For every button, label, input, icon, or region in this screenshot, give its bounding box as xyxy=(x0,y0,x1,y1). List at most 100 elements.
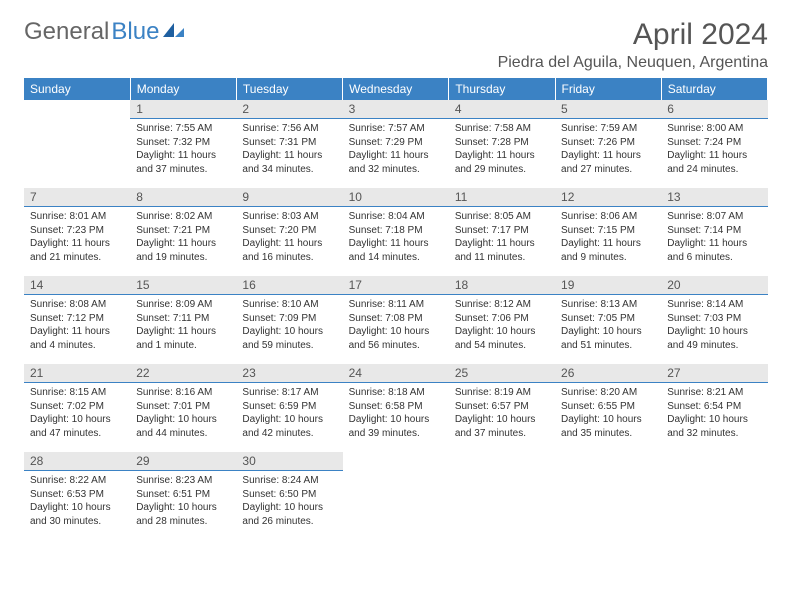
sunset-text: Sunset: 7:24 PM xyxy=(667,136,761,150)
calendar-day-cell: 15Sunrise: 8:09 AMSunset: 7:11 PMDayligh… xyxy=(130,276,236,364)
daylight-text: Daylight: 10 hours and 56 minutes. xyxy=(349,325,443,352)
calendar-day-cell: 3Sunrise: 7:57 AMSunset: 7:29 PMDaylight… xyxy=(343,100,449,188)
sunrise-text: Sunrise: 8:09 AM xyxy=(136,298,230,312)
calendar-day-cell xyxy=(661,452,767,540)
day-content: Sunrise: 7:58 AMSunset: 7:28 PMDaylight:… xyxy=(449,119,555,182)
day-number: 24 xyxy=(343,364,449,383)
daylight-text: Daylight: 10 hours and 35 minutes. xyxy=(561,413,655,440)
day-number: 29 xyxy=(130,452,236,471)
daylight-text: Daylight: 11 hours and 32 minutes. xyxy=(349,149,443,176)
daylight-text: Daylight: 10 hours and 39 minutes. xyxy=(349,413,443,440)
sunrise-text: Sunrise: 8:21 AM xyxy=(667,386,761,400)
daylight-text: Daylight: 11 hours and 21 minutes. xyxy=(30,237,124,264)
daylight-text: Daylight: 10 hours and 37 minutes. xyxy=(455,413,549,440)
daylight-text: Daylight: 10 hours and 49 minutes. xyxy=(667,325,761,352)
day-number: 20 xyxy=(661,276,767,295)
daylight-text: Daylight: 11 hours and 19 minutes. xyxy=(136,237,230,264)
sunset-text: Sunset: 7:32 PM xyxy=(136,136,230,150)
sunrise-text: Sunrise: 7:56 AM xyxy=(242,122,336,136)
sunset-text: Sunset: 7:18 PM xyxy=(349,224,443,238)
sunset-text: Sunset: 7:31 PM xyxy=(242,136,336,150)
day-content: Sunrise: 8:24 AMSunset: 6:50 PMDaylight:… xyxy=(236,471,342,534)
sunrise-text: Sunrise: 7:59 AM xyxy=(561,122,655,136)
day-number: 7 xyxy=(24,188,130,207)
day-content: Sunrise: 8:12 AMSunset: 7:06 PMDaylight:… xyxy=(449,295,555,358)
calendar-week-row: 1Sunrise: 7:55 AMSunset: 7:32 PMDaylight… xyxy=(24,100,768,188)
day-number: 23 xyxy=(236,364,342,383)
day-content: Sunrise: 8:14 AMSunset: 7:03 PMDaylight:… xyxy=(661,295,767,358)
day-content: Sunrise: 8:08 AMSunset: 7:12 PMDaylight:… xyxy=(24,295,130,358)
sunset-text: Sunset: 7:15 PM xyxy=(561,224,655,238)
weekday-header: Wednesday xyxy=(343,78,449,100)
sunrise-text: Sunrise: 7:58 AM xyxy=(455,122,549,136)
sunrise-text: Sunrise: 8:07 AM xyxy=(667,210,761,224)
sunset-text: Sunset: 7:05 PM xyxy=(561,312,655,326)
day-content: Sunrise: 7:56 AMSunset: 7:31 PMDaylight:… xyxy=(236,119,342,182)
calendar-day-cell: 26Sunrise: 8:20 AMSunset: 6:55 PMDayligh… xyxy=(555,364,661,452)
daylight-text: Daylight: 11 hours and 4 minutes. xyxy=(30,325,124,352)
sunset-text: Sunset: 6:53 PM xyxy=(30,488,124,502)
calendar-day-cell: 13 Sunrise: 8:07 AMSunset: 7:14 PMDayligh… xyxy=(661,188,767,276)
daylight-text: Daylight: 11 hours and 6 minutes. xyxy=(667,237,761,264)
sunrise-text: Sunrise: 8:11 AM xyxy=(349,298,443,312)
daylight-text: Daylight: 10 hours and 28 minutes. xyxy=(136,501,230,528)
calendar-day-cell: 5Sunrise: 7:59 AMSunset: 7:26 PMDaylight… xyxy=(555,100,661,188)
day-content: Sunrise: 8:17 AMSunset: 6:59 PMDaylight:… xyxy=(236,383,342,446)
daylight-text: Daylight: 11 hours and 9 minutes. xyxy=(561,237,655,264)
sunrise-text: Sunrise: 8:20 AM xyxy=(561,386,655,400)
day-content: Sunrise: 8:20 AMSunset: 6:55 PMDaylight:… xyxy=(555,383,661,446)
calendar-day-cell: 12Sunrise: 8:06 AMSunset: 7:15 PMDayligh… xyxy=(555,188,661,276)
calendar-day-cell xyxy=(555,452,661,540)
sunset-text: Sunset: 7:14 PM xyxy=(667,224,761,238)
calendar-day-cell: 6Sunrise: 8:00 AMSunset: 7:24 PMDaylight… xyxy=(661,100,767,188)
day-content: Sunrise: 8:10 AMSunset: 7:09 PMDaylight:… xyxy=(236,295,342,358)
daylight-text: Daylight: 11 hours and 37 minutes. xyxy=(136,149,230,176)
calendar-day-cell: 17Sunrise: 8:11 AMSunset: 7:08 PMDayligh… xyxy=(343,276,449,364)
day-number: 1 xyxy=(130,100,236,119)
day-number: 18 xyxy=(449,276,555,295)
weekday-header: Thursday xyxy=(449,78,555,100)
day-content: Sunrise: 8:18 AMSunset: 6:58 PMDaylight:… xyxy=(343,383,449,446)
day-number: 13 xyxy=(661,188,767,207)
daylight-text: Daylight: 11 hours and 11 minutes. xyxy=(455,237,549,264)
day-content: Sunrise: 8:19 AMSunset: 6:57 PMDaylight:… xyxy=(449,383,555,446)
calendar-day-cell: 14Sunrise: 8:08 AMSunset: 7:12 PMDayligh… xyxy=(24,276,130,364)
calendar-day-cell: 9Sunrise: 8:03 AMSunset: 7:20 PMDaylight… xyxy=(236,188,342,276)
calendar-day-cell: 28Sunrise: 8:22 AMSunset: 6:53 PMDayligh… xyxy=(24,452,130,540)
brand-part2: Blue xyxy=(111,18,159,46)
calendar-day-cell: 19Sunrise: 8:13 AMSunset: 7:05 PMDayligh… xyxy=(555,276,661,364)
weekday-header: Tuesday xyxy=(236,78,342,100)
calendar-table: Sunday Monday Tuesday Wednesday Thursday… xyxy=(24,78,768,540)
calendar-day-cell: 18Sunrise: 8:12 AMSunset: 7:06 PMDayligh… xyxy=(449,276,555,364)
sunset-text: Sunset: 7:11 PM xyxy=(136,312,230,326)
day-number: 17 xyxy=(343,276,449,295)
daylight-text: Daylight: 10 hours and 44 minutes. xyxy=(136,413,230,440)
day-content: Sunrise: 8:02 AMSunset: 7:21 PMDaylight:… xyxy=(130,207,236,270)
daylight-text: Daylight: 11 hours and 27 minutes. xyxy=(561,149,655,176)
sunset-text: Sunset: 6:57 PM xyxy=(455,400,549,414)
sunrise-text: Sunrise: 8:04 AM xyxy=(349,210,443,224)
daylight-text: Daylight: 10 hours and 51 minutes. xyxy=(561,325,655,352)
calendar-day-cell: 29Sunrise: 8:23 AMSunset: 6:51 PMDayligh… xyxy=(130,452,236,540)
calendar-day-cell: 21Sunrise: 8:15 AMSunset: 7:02 PMDayligh… xyxy=(24,364,130,452)
sunset-text: Sunset: 7:20 PM xyxy=(242,224,336,238)
daylight-text: Daylight: 11 hours and 34 minutes. xyxy=(242,149,336,176)
daylight-text: Daylight: 10 hours and 59 minutes. xyxy=(242,325,336,352)
day-number: 11 xyxy=(449,188,555,207)
day-number: 25 xyxy=(449,364,555,383)
calendar-day-cell: 25Sunrise: 8:19 AMSunset: 6:57 PMDayligh… xyxy=(449,364,555,452)
sunset-text: Sunset: 7:06 PM xyxy=(455,312,549,326)
sunset-text: Sunset: 7:12 PM xyxy=(30,312,124,326)
day-number: 27 xyxy=(661,364,767,383)
sunset-text: Sunset: 7:29 PM xyxy=(349,136,443,150)
day-content: Sunrise: 8:09 AMSunset: 7:11 PMDaylight:… xyxy=(130,295,236,358)
calendar-week-row: 21Sunrise: 8:15 AMSunset: 7:02 PMDayligh… xyxy=(24,364,768,452)
day-number: 4 xyxy=(449,100,555,119)
day-number: 26 xyxy=(555,364,661,383)
sunrise-text: Sunrise: 8:00 AM xyxy=(667,122,761,136)
daylight-text: Daylight: 11 hours and 16 minutes. xyxy=(242,237,336,264)
sunrise-text: Sunrise: 8:06 AM xyxy=(561,210,655,224)
sunrise-text: Sunrise: 8:03 AM xyxy=(242,210,336,224)
sunrise-text: Sunrise: 8:08 AM xyxy=(30,298,124,312)
sunset-text: Sunset: 7:23 PM xyxy=(30,224,124,238)
